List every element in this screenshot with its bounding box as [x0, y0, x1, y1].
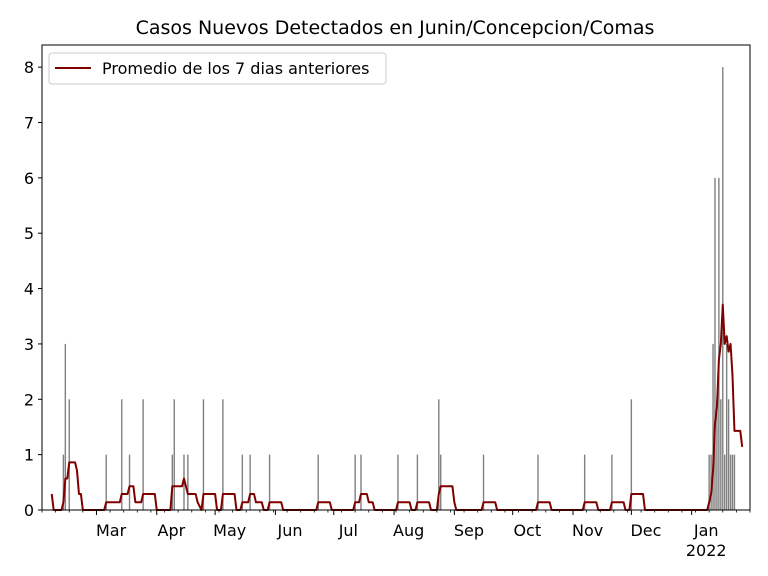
x-tick-label: Sep	[454, 521, 484, 540]
bar	[187, 454, 189, 510]
bar	[722, 67, 724, 510]
bar	[716, 399, 718, 510]
x-tick-label: Dec	[630, 521, 661, 540]
x-tick-label: Apr	[158, 521, 186, 540]
bar	[354, 454, 356, 510]
y-axis: 0 1 2 3 4 5 6 7 8	[24, 58, 42, 520]
bar	[249, 454, 251, 510]
bar	[482, 454, 485, 510]
y-tick-label: 5	[24, 224, 34, 243]
bar	[222, 399, 224, 510]
legend: Promedio de los 7 dias anteriores	[48, 52, 387, 85]
bar	[64, 343, 67, 510]
bar	[121, 399, 123, 510]
bar	[438, 399, 440, 510]
bar	[142, 399, 144, 510]
bar	[630, 399, 633, 510]
bar	[171, 454, 174, 510]
bar	[733, 454, 736, 510]
bar	[105, 454, 107, 510]
bar	[583, 454, 586, 510]
x-tick-label: Jun	[276, 521, 302, 540]
bar	[537, 454, 539, 510]
legend-box	[48, 52, 387, 85]
bar	[68, 399, 70, 510]
line-layer	[50, 303, 744, 511]
x-tick-label: Oct	[513, 521, 541, 540]
y-tick-label: 4	[24, 280, 34, 299]
y-tick-label: 7	[24, 114, 34, 133]
bar	[128, 454, 131, 510]
bar	[725, 343, 728, 510]
bar	[724, 454, 726, 510]
y-tick-label: 2	[24, 390, 34, 409]
bar	[718, 177, 720, 511]
bars-layer	[62, 67, 736, 511]
bar	[714, 177, 716, 511]
x-tick-label: May	[213, 521, 246, 540]
bar	[202, 399, 205, 510]
bar	[416, 454, 419, 510]
bar	[712, 343, 714, 510]
bar	[440, 454, 442, 510]
bar	[173, 399, 175, 510]
y-tick-label: 1	[24, 446, 34, 465]
series-line	[50, 303, 744, 511]
x-tick-label: Nov	[572, 521, 603, 540]
bar	[611, 454, 613, 510]
y-tick-label: 8	[24, 58, 34, 77]
x-tick-label: Aug	[393, 521, 424, 540]
y-tick-label: 0	[24, 501, 34, 520]
bar	[62, 454, 65, 510]
x-tick-label: Jul	[338, 521, 358, 540]
chart-title: Casos Nuevos Detectados en Junin/Concepc…	[136, 17, 655, 39]
bar	[729, 454, 732, 510]
x-tick-sublabel: 2022	[686, 541, 727, 560]
bar	[317, 454, 319, 510]
bar	[397, 454, 399, 510]
x-tick-label: Jan	[693, 521, 719, 540]
bar	[727, 399, 730, 510]
bar	[360, 454, 362, 510]
bar	[241, 454, 244, 510]
x-tick-label: Mar	[96, 521, 127, 540]
legend-entry: Promedio de los 7 dias anteriores	[102, 59, 369, 78]
bar	[731, 454, 734, 510]
y-tick-label: 3	[24, 335, 34, 354]
bar	[708, 454, 710, 510]
bar	[268, 454, 271, 510]
y-tick-label: 6	[24, 169, 34, 188]
bar	[720, 399, 722, 510]
